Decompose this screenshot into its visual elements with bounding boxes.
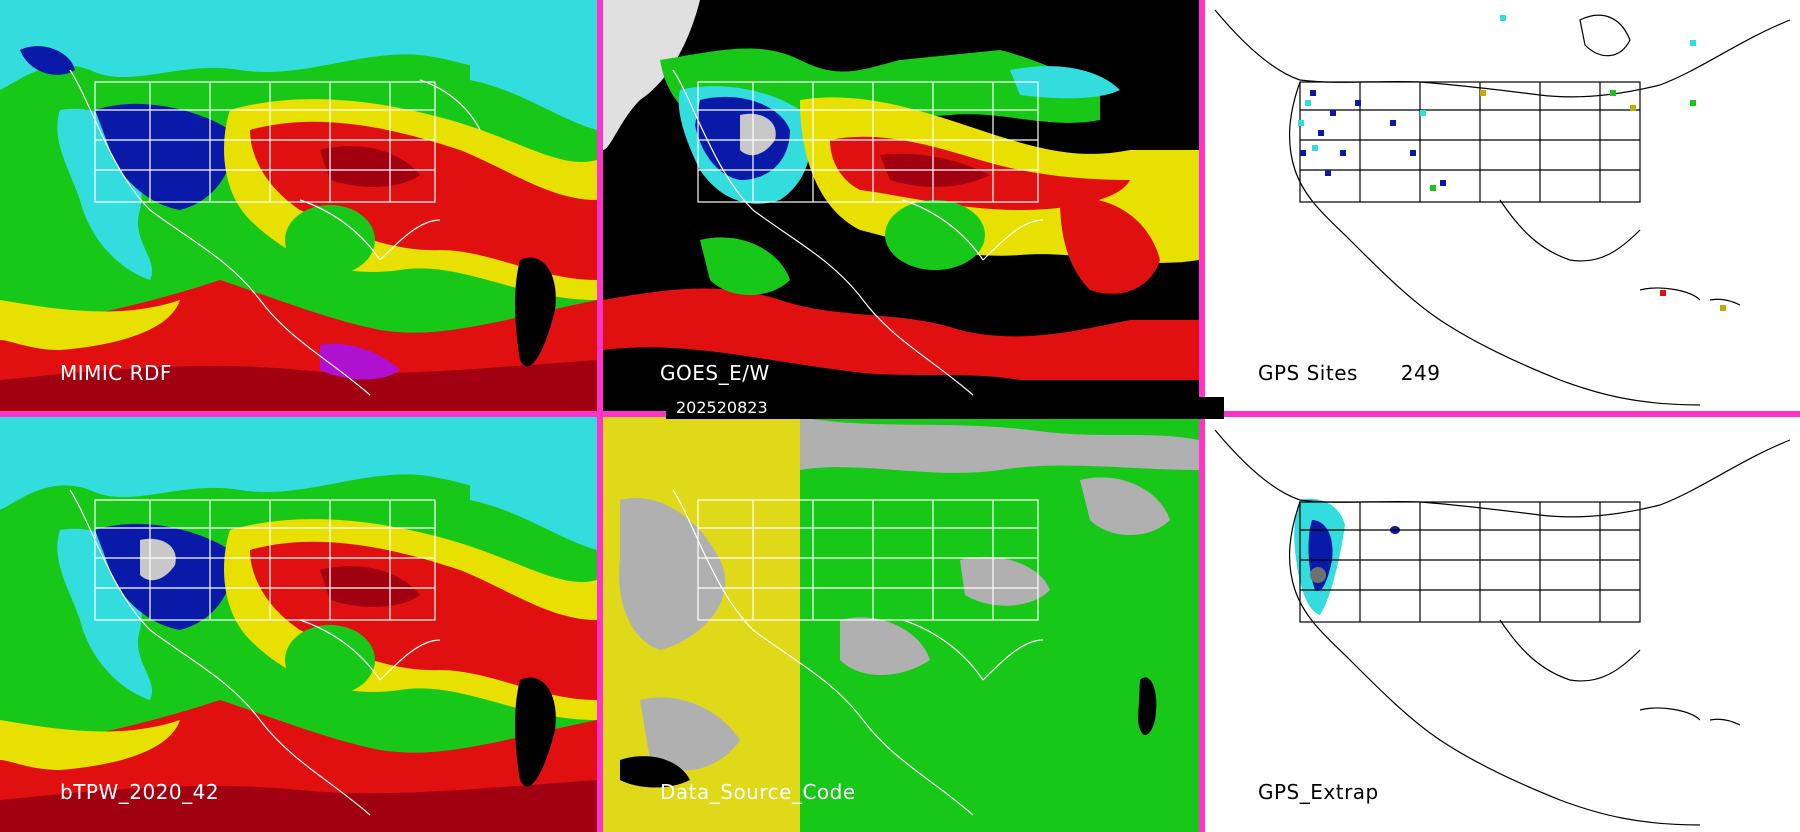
label-goes: GOES_E/W: [660, 361, 770, 385]
label-gps-sites: GPS Sites 249: [1258, 361, 1440, 385]
panel-goes: [603, 0, 1199, 411]
panel-mimic: [0, 0, 597, 411]
label-dsc: Data_Source_Code: [660, 780, 856, 804]
label-gps-sites-text: GPS Sites: [1258, 361, 1358, 385]
panel-gps: [1205, 0, 1800, 411]
label-gps-sites-count: 249: [1400, 361, 1441, 385]
label-gps-extrap: GPS_Extrap: [1258, 780, 1379, 804]
timestamp-bar: 202520823: [666, 397, 1224, 419]
panel-btpw: [0, 417, 597, 832]
panel-gpsx: [1205, 417, 1800, 832]
label-btpw: bTPW_2020_42: [60, 780, 220, 804]
label-mimic: MIMIC RDF: [60, 361, 172, 385]
panel-dsc: [603, 417, 1199, 832]
